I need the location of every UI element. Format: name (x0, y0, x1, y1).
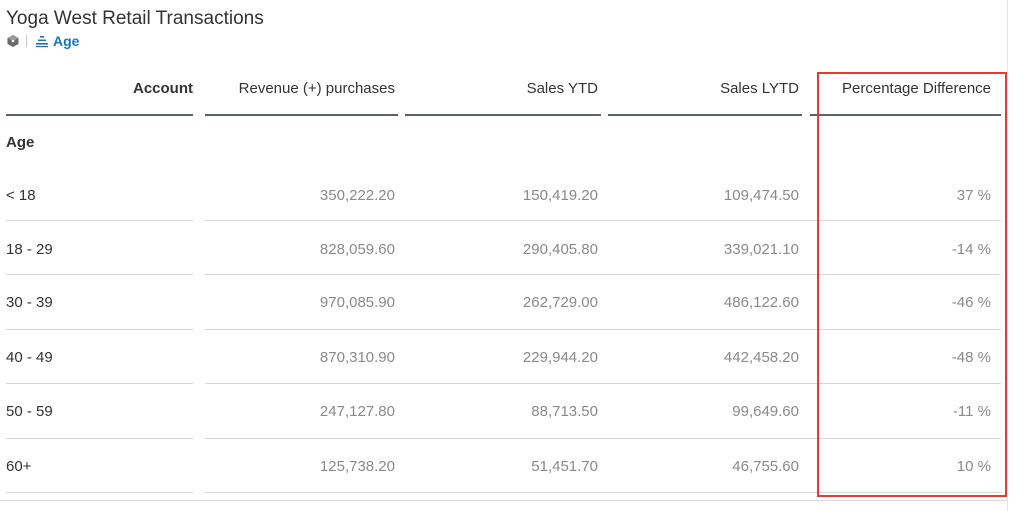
cell-sales-ytd[interactable]: 262,729.00 (522, 293, 598, 311)
percentage-difference-highlight-box (817, 72, 1007, 497)
widget-bottom-border (0, 500, 1007, 501)
cell-sales-lytd[interactable]: 109,474.50 (723, 186, 799, 204)
cell-revenue[interactable]: 247,127.80 (319, 402, 395, 420)
cell-sales-ytd[interactable]: 229,944.20 (522, 348, 598, 366)
row-label[interactable]: 40 - 49 (6, 348, 53, 366)
cell-revenue[interactable]: 125,738.20 (319, 457, 395, 475)
row-divider (6, 329, 193, 330)
cell-percentage-difference[interactable]: 37 % (956, 186, 991, 204)
row-divider (205, 438, 1001, 439)
cell-percentage-difference[interactable]: -48 % (951, 348, 991, 366)
row-section-label: Age (6, 133, 35, 151)
header-rule-sales-ytd (405, 114, 601, 116)
dimension-filter-label[interactable]: Age (53, 33, 80, 49)
row-divider (6, 492, 193, 493)
cell-revenue[interactable]: 350,222.20 (319, 186, 395, 204)
row-label[interactable]: 18 - 29 (6, 240, 53, 258)
column-header-revenue[interactable]: Revenue (+) purchases (238, 79, 395, 97)
row-divider (6, 274, 193, 275)
cell-percentage-difference[interactable]: -14 % (951, 240, 991, 258)
cell-revenue[interactable]: 828,059.60 (319, 240, 395, 258)
row-divider (6, 383, 193, 384)
header-rule-sales-lytd (608, 114, 802, 116)
row-label[interactable]: 30 - 39 (6, 293, 53, 311)
cell-sales-ytd[interactable]: 51,451.70 (531, 457, 598, 475)
header-rule-account (6, 114, 193, 116)
cell-revenue[interactable]: 870,310.90 (319, 348, 395, 366)
widget-right-border (1007, 0, 1008, 511)
cell-sales-ytd[interactable]: 290,405.80 (522, 240, 598, 258)
widget-subtitle-row: Age (6, 32, 79, 50)
widget-title: Yoga West Retail Transactions (6, 8, 264, 29)
column-header-percentage-difference[interactable]: Percentage Difference (842, 79, 991, 97)
row-divider (205, 492, 1001, 493)
row-divider (6, 438, 193, 439)
row-divider (205, 274, 1001, 275)
cell-sales-ytd[interactable]: 150,419.20 (522, 186, 598, 204)
header-rule-percentage-difference (810, 114, 1001, 116)
subtitle-divider (26, 35, 27, 47)
cell-sales-lytd[interactable]: 339,021.10 (723, 240, 799, 258)
cell-sales-lytd[interactable]: 442,458.20 (723, 348, 799, 366)
row-divider (6, 220, 193, 221)
cell-percentage-difference[interactable]: -11 % (952, 402, 991, 420)
column-header-account[interactable]: Account (133, 79, 193, 97)
column-header-sales-ytd[interactable]: Sales YTD (526, 79, 598, 97)
row-label[interactable]: 50 - 59 (6, 402, 53, 420)
cell-sales-ytd[interactable]: 88,713.50 (531, 402, 598, 420)
cell-sales-lytd[interactable]: 46,755.60 (732, 457, 799, 475)
model-cube-icon[interactable] (6, 34, 20, 48)
row-divider (205, 329, 1001, 330)
hierarchy-icon (35, 34, 49, 48)
cell-sales-lytd[interactable]: 486,122.60 (723, 293, 799, 311)
cell-percentage-difference[interactable]: -46 % (951, 293, 991, 311)
row-divider (205, 383, 1001, 384)
header-rule-revenue (205, 114, 398, 116)
column-header-sales-lytd[interactable]: Sales LYTD (720, 79, 799, 97)
cell-sales-lytd[interactable]: 99,649.60 (732, 402, 799, 420)
row-label[interactable]: 60+ (6, 457, 32, 475)
row-divider (205, 220, 1001, 221)
cell-revenue[interactable]: 970,085.90 (319, 293, 395, 311)
cell-percentage-difference[interactable]: 10 % (956, 457, 991, 475)
row-label[interactable]: < 18 (6, 186, 36, 204)
